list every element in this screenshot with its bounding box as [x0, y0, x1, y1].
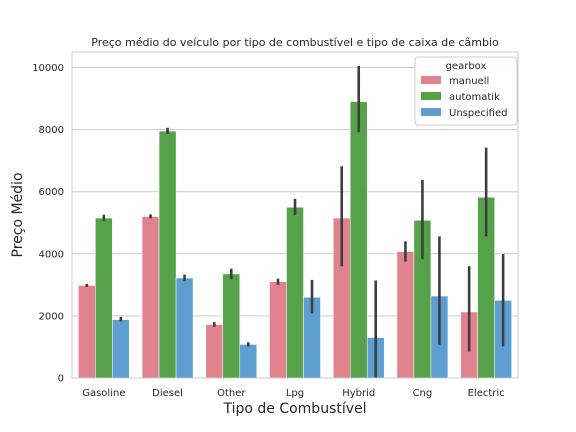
- x-tick-label: Gasoline: [82, 388, 125, 399]
- legend-swatch-unspecified: [421, 108, 441, 116]
- legend-label-unspecified: Unspecified: [449, 108, 507, 119]
- legend-items: manuell automatik Unspecified: [421, 76, 507, 119]
- y-tick-label: 8000: [39, 125, 64, 136]
- plot-frame: [71, 51, 519, 379]
- x-tick-label: Lpg: [286, 388, 304, 399]
- error-bars-group: [85, 65, 505, 378]
- chart-title: Preço médio do veículo por tipo de combu…: [91, 36, 499, 49]
- bar-automatik-gasoline: [95, 217, 113, 379]
- legend-title: gearbox: [446, 61, 487, 72]
- bar-unspecified-diesel: [175, 277, 194, 379]
- bar-unspecified-other: [239, 344, 258, 379]
- bar-unspecified-gasoline: [112, 319, 130, 379]
- legend-swatch-manuell: [421, 76, 441, 84]
- x-tick-label: Other: [217, 388, 246, 399]
- bar-automatik-other: [222, 273, 241, 379]
- bar-automatik-diesel: [158, 130, 177, 379]
- bar-automatik-hybrid: [349, 101, 368, 379]
- y-tick-label: 10000: [32, 63, 64, 74]
- bar-automatik-lpg: [286, 206, 304, 379]
- legend-swatch-automatik: [421, 92, 441, 100]
- bar-manuell-other: [205, 324, 224, 379]
- x-tick-label: Diesel: [152, 388, 183, 399]
- legend-label-manuell: manuell: [449, 76, 489, 87]
- bar-manuell-lpg: [269, 281, 287, 379]
- bar-manuell-cng: [396, 251, 415, 379]
- y-tick-label: 6000: [39, 187, 64, 198]
- bar-manuell-gasoline: [78, 285, 96, 379]
- y-tick-label: 4000: [39, 249, 64, 260]
- y-tick-label: 0: [58, 374, 64, 385]
- bars-group: [78, 101, 512, 379]
- x-tick-label: Hybrid: [342, 388, 375, 399]
- x-tick-label: Electric: [468, 388, 505, 399]
- legend-label-automatik: automatik: [449, 92, 500, 103]
- x-tick-labels: Gasoline Diesel Other Lpg Hybrid Cng Electric: [82, 388, 504, 399]
- legend: gearbox manuell automatik Unspecified: [414, 56, 518, 126]
- y-axis-label: Preço Médio: [10, 172, 26, 257]
- bar-manuell-diesel: [141, 216, 160, 379]
- y-tick-labels: 0 2000 4000 6000 8000 10000: [32, 63, 64, 384]
- x-axis-label: Tipo de Combustível: [222, 401, 366, 417]
- y-tick-label: 2000: [39, 311, 64, 322]
- x-tick-label: Cng: [413, 388, 433, 399]
